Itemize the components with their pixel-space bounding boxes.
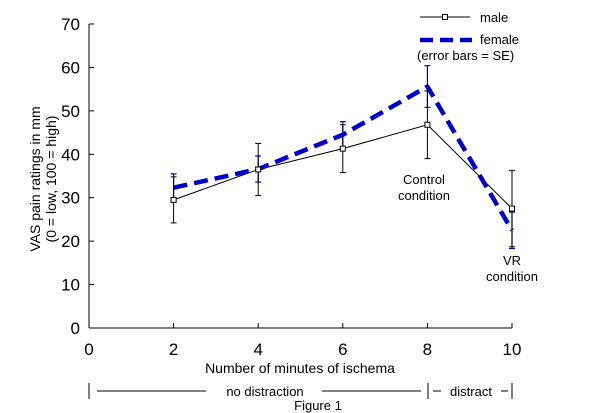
y-tick-label-20: 20 (61, 232, 80, 251)
y-tick-label-60: 60 (61, 58, 80, 77)
x-tick-label-0: 0 (84, 340, 93, 359)
legend-female-label: female (480, 32, 519, 47)
annotation-vr-condition: VR condition (486, 253, 538, 284)
legend-note: (error bars = SE) (417, 48, 514, 63)
x-tick-label-6: 6 (338, 340, 347, 359)
segment-no-distraction-label: no distraction (226, 384, 303, 399)
x-tick-label-4: 4 (253, 340, 262, 359)
y-axis-title-line1: VAS pain ratings in mm (27, 106, 43, 251)
y-tick-label-30: 30 (61, 189, 80, 208)
y-tick-labels: 0 10 20 30 40 50 60 70 (61, 15, 80, 338)
y-tick-label-40: 40 (61, 145, 80, 164)
segment-bracket: no distraction distract (88, 383, 513, 399)
segment-distract-label: distract (450, 384, 492, 399)
annotation-control-line1: Control (403, 172, 445, 187)
tick-marks (88, 23, 513, 329)
legend-male-label: male (480, 10, 508, 25)
x-tick-labels: 0 2 4 6 8 10 (84, 340, 521, 359)
x-tick-label-2: 2 (169, 340, 178, 359)
y-tick-label-70: 70 (61, 15, 80, 34)
annotation-vr-line1: VR (503, 253, 521, 268)
male-point-8 (424, 121, 431, 128)
y-tick-label-0: 0 (71, 319, 80, 338)
axes (88, 24, 512, 329)
male-point-2 (170, 196, 177, 203)
y-tick-label-10: 10 (61, 276, 80, 295)
legend: male female (error bars = SE) (417, 10, 519, 63)
annotation-control-condition: Control condition (398, 172, 450, 203)
male-point-4 (255, 166, 262, 173)
legend-male-marker (442, 14, 448, 20)
x-tick-label-10: 10 (503, 340, 522, 359)
x-tick-label-8: 8 (423, 340, 432, 359)
y-axis-title-line2: (0 = low, 100 = high) (43, 116, 59, 243)
annotation-control-line2: condition (398, 188, 450, 203)
annotation-vr-line2: condition (486, 269, 538, 284)
series-female-line (173, 84, 514, 232)
x-axis-title: Number of minutes of ischema (205, 360, 395, 376)
series-layer (170, 65, 515, 250)
male-point-6 (339, 145, 346, 152)
y-tick-label-50: 50 (61, 102, 80, 121)
figure-caption: Figure 1 (294, 398, 342, 413)
male-point-10 (509, 205, 515, 212)
